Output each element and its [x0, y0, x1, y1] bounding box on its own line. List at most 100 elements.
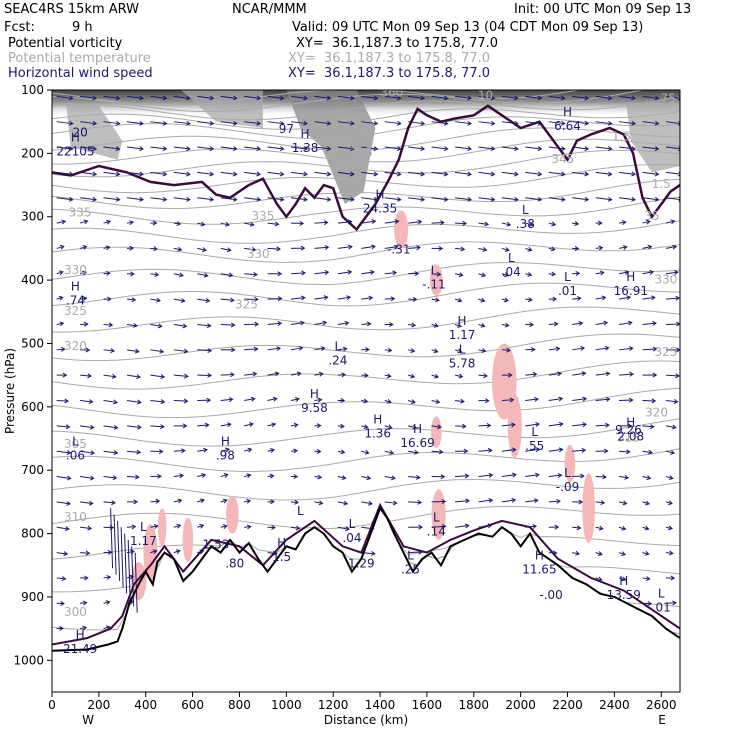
wind-arrowhead: [504, 247, 510, 252]
wind-arrowhead: [552, 550, 558, 556]
wind-arrow: [572, 372, 586, 376]
wind-arrowhead: [277, 271, 283, 277]
wind-arrowhead: [251, 247, 257, 252]
wind-arrow: [220, 323, 235, 326]
wind-arrowhead: [185, 95, 191, 101]
wind-arrowhead: [110, 348, 115, 354]
wind-arrowhead: [66, 500, 72, 506]
wind-arrowhead: [675, 295, 680, 301]
extremum-value: 16.91: [614, 284, 648, 298]
field-theta-name: Potential temperature: [8, 51, 151, 66]
theta-contour-label: 310: [64, 510, 87, 524]
wind-arrowhead: [463, 448, 469, 454]
wind-arrow: [220, 146, 237, 150]
wind-arrow: [665, 552, 673, 554]
wind-arrow: [618, 501, 627, 505]
wind-arrow: [173, 197, 190, 201]
theta-contour-label: 1.5: [612, 130, 631, 144]
y-tick-label: 100: [21, 83, 44, 97]
theta-contour-label: 335: [69, 206, 92, 220]
wind-arrow: [665, 602, 676, 604]
wind-arrowhead: [371, 244, 376, 250]
wind-arrow: [244, 526, 251, 528]
wind-arrowhead: [415, 474, 421, 480]
field-theta-xy: XY= 36.1,187.3 to 175.8, 77.0: [288, 51, 491, 66]
wind-arrowhead: [560, 196, 566, 202]
extremum-value: 21.49: [63, 642, 97, 656]
wind-arrow: [478, 374, 488, 377]
wind-arrow: [572, 222, 579, 225]
wind-arrowhead: [581, 371, 587, 377]
extremum-value: .80: [225, 556, 244, 570]
wind-arrowhead: [396, 146, 402, 152]
pv-positive-blob: [431, 416, 442, 449]
wind-arrowhead: [256, 95, 262, 101]
extremum-letter: H: [413, 422, 422, 436]
wind-arrow: [408, 323, 416, 326]
wind-arrowhead: [537, 95, 543, 101]
wind-arrowhead: [631, 171, 637, 177]
wind-arrow: [361, 501, 373, 505]
wind-arrow: [408, 95, 425, 99]
wind-arrow: [314, 347, 325, 351]
wind-arrow: [173, 374, 188, 377]
wind-arrowhead: [369, 269, 375, 275]
theta-contour-label: 315: [617, 431, 640, 445]
wind-arrowhead: [185, 120, 191, 126]
wind-arrow: [665, 197, 680, 200]
wind-arrowhead: [274, 221, 280, 227]
wind-arrowhead: [61, 219, 67, 225]
y-tick-label: 900: [21, 590, 44, 604]
wind-arrow: [80, 95, 97, 99]
init-time: Init: 00 UTC Mon 09 Sep 13: [514, 2, 692, 17]
wind-arrow: [56, 348, 65, 351]
theta-contour: [52, 149, 680, 178]
wind-arrow: [501, 222, 511, 226]
y-tick-label: 500: [21, 336, 44, 350]
wind-arrowhead: [605, 422, 610, 428]
wind-arrow: [618, 271, 629, 275]
theta-contour: [52, 96, 680, 121]
wind-arrow: [150, 323, 162, 327]
wind-arrowhead: [340, 423, 345, 429]
wind-arrowhead: [597, 551, 603, 556]
wind-arrowhead: [58, 295, 64, 301]
pv-shade-region: [286, 90, 376, 205]
wind-arrowhead: [391, 475, 396, 481]
wind-arrowhead: [61, 576, 67, 582]
wind-arrow: [337, 526, 350, 530]
wind-arrow: [572, 95, 589, 99]
extremum-letter: L: [658, 587, 665, 601]
wind-arrow: [642, 348, 657, 351]
wind-arrow: [56, 197, 73, 201]
wind-arrowhead: [113, 399, 118, 405]
wind-arrowhead: [203, 272, 209, 278]
wind-arrow: [80, 552, 90, 554]
extremum-value: .04: [342, 531, 361, 545]
wind-arrow: [103, 501, 115, 504]
wind-arrowhead: [414, 271, 420, 277]
wind-arrowhead: [89, 475, 95, 481]
wind-arrowhead: [324, 269, 330, 275]
wind-arrowhead: [553, 321, 559, 327]
wind-arrowhead: [649, 424, 655, 430]
wind-arrowhead: [107, 296, 112, 302]
wind-arrow: [642, 146, 659, 150]
wind-arrow: [431, 349, 438, 353]
wind-arrowhead: [412, 296, 418, 302]
wind-arrowhead: [199, 498, 205, 504]
wind-arrow: [595, 526, 603, 530]
wind-arrowhead: [443, 146, 449, 152]
wind-arrowhead: [373, 171, 379, 177]
wind-arrowhead: [317, 397, 323, 403]
wind-arrow: [384, 220, 399, 224]
wind-arrowhead: [464, 523, 470, 529]
wind-arrow: [431, 425, 442, 428]
wind-arrowhead: [535, 447, 541, 453]
wind-arrowhead: [82, 625, 88, 631]
wind-arrow: [525, 146, 542, 150]
wind-arrow: [220, 197, 237, 201]
wind-arrowhead: [276, 346, 282, 352]
wind-arrow: [478, 273, 486, 277]
wind-arrow: [56, 400, 69, 402]
